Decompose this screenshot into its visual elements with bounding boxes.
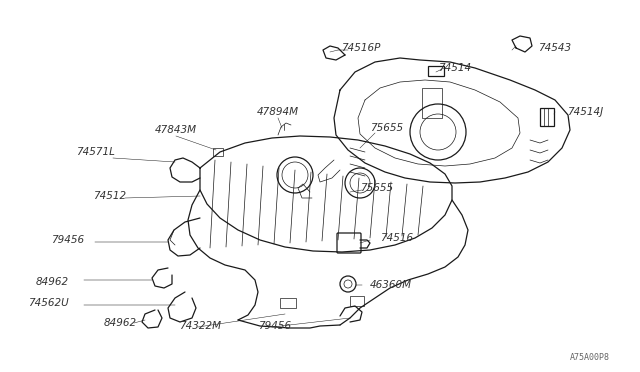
Bar <box>540 108 554 126</box>
Text: 79456: 79456 <box>51 235 84 245</box>
Text: 75655: 75655 <box>360 183 393 193</box>
Text: 84962: 84962 <box>104 318 136 328</box>
Bar <box>213 148 223 156</box>
Text: 74562U: 74562U <box>28 298 69 308</box>
Bar <box>422 88 442 118</box>
Text: 47843M: 47843M <box>155 125 197 135</box>
Text: 74516P: 74516P <box>340 43 380 53</box>
Text: 74514: 74514 <box>438 63 471 73</box>
Bar <box>350 296 364 306</box>
Text: 74516: 74516 <box>380 233 413 243</box>
Bar <box>428 66 444 76</box>
Text: 46360M: 46360M <box>370 280 412 290</box>
Text: 74514J: 74514J <box>567 107 603 117</box>
Bar <box>280 298 296 308</box>
Text: A75A00P8: A75A00P8 <box>570 353 610 362</box>
Text: 74543: 74543 <box>538 43 571 53</box>
Text: 79456: 79456 <box>259 321 292 331</box>
Text: 84962: 84962 <box>36 277 69 287</box>
Text: 47894M: 47894M <box>257 107 299 117</box>
Text: 74571L: 74571L <box>76 147 115 157</box>
Text: 75655: 75655 <box>370 123 403 133</box>
Text: 74322M: 74322M <box>179 321 221 331</box>
Text: 74512: 74512 <box>93 191 127 201</box>
